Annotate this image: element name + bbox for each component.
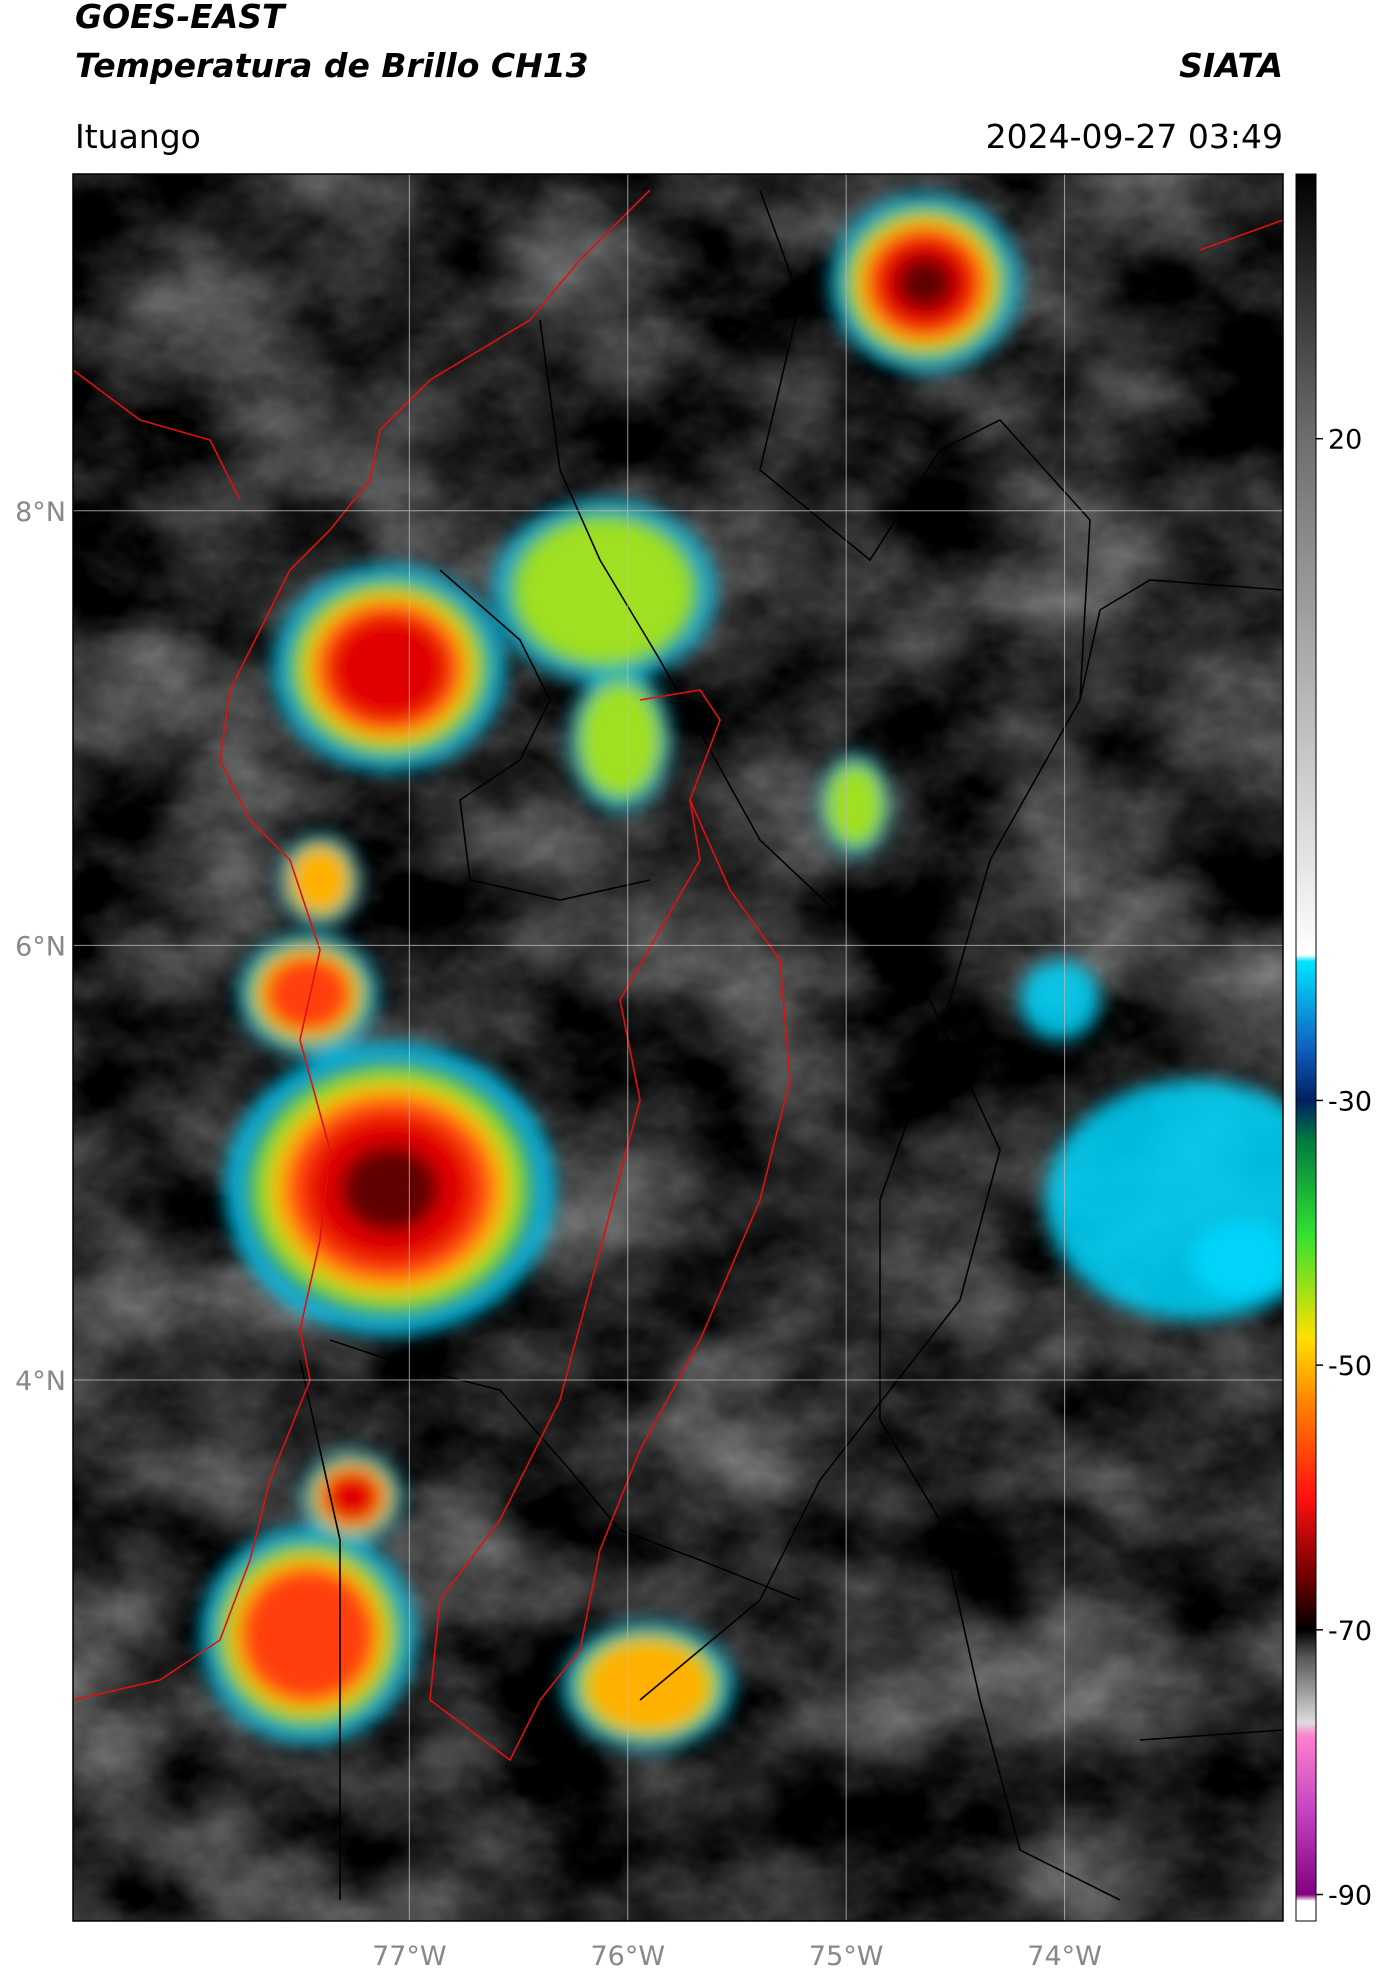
coast <box>1199 219 1283 251</box>
y-tick-label: 4°N <box>15 1366 66 1397</box>
storms <box>201 195 1283 1749</box>
storm-layer <box>327 1474 377 1520</box>
colorbar-tick-label: 20 <box>1328 425 1362 456</box>
coast <box>73 189 651 1701</box>
colorbar <box>1295 173 1317 1922</box>
cold-cloud <box>1020 960 1100 1040</box>
storm-layer <box>516 519 692 663</box>
datetime: 2024-09-27 03:49 <box>986 117 1283 156</box>
colorbar-tick-label: -70 <box>1328 1616 1372 1647</box>
storm-layer <box>827 765 883 845</box>
colorbar-tick-label: -30 <box>1328 1086 1372 1117</box>
storm-layer <box>580 684 660 796</box>
x-tick-label: 75°W <box>809 1941 884 1972</box>
subtitle: Temperatura de Brillo CH13 <box>75 46 589 85</box>
location: Ituango <box>75 117 201 156</box>
storm-layer <box>586 1640 710 1732</box>
colorbar-tick-label: -90 <box>1328 1881 1372 1912</box>
map-frame <box>72 173 1284 1922</box>
border <box>1079 579 1283 701</box>
satellite-image <box>73 174 1283 1921</box>
storm-layer <box>240 1567 376 1703</box>
border <box>299 1359 341 1900</box>
storm-layer <box>264 956 352 1032</box>
department <box>429 689 791 1762</box>
border <box>329 1339 801 1601</box>
coastline <box>73 189 1283 1762</box>
borders <box>299 189 1283 1901</box>
storm-layer <box>331 617 447 719</box>
border <box>759 189 1121 1901</box>
colorbar-tick-label: -50 <box>1328 1351 1372 1382</box>
cold-cloud <box>1190 1220 1283 1300</box>
storm-layer <box>896 256 954 310</box>
x-tick-label: 77°W <box>372 1941 447 1972</box>
border <box>539 319 1001 1701</box>
y-tick-label: 8°N <box>15 497 66 528</box>
y-tick-label: 6°N <box>15 931 66 962</box>
storm-layer <box>291 847 349 913</box>
x-tick-label: 74°W <box>1027 1941 1102 1972</box>
title: GOES-EAST <box>75 0 287 36</box>
border <box>439 569 651 901</box>
brand: SIATA <box>1179 46 1283 85</box>
x-tick-label: 76°W <box>590 1941 665 1972</box>
storm-layer <box>340 1145 440 1233</box>
border <box>1139 1729 1283 1741</box>
coast <box>73 369 241 501</box>
